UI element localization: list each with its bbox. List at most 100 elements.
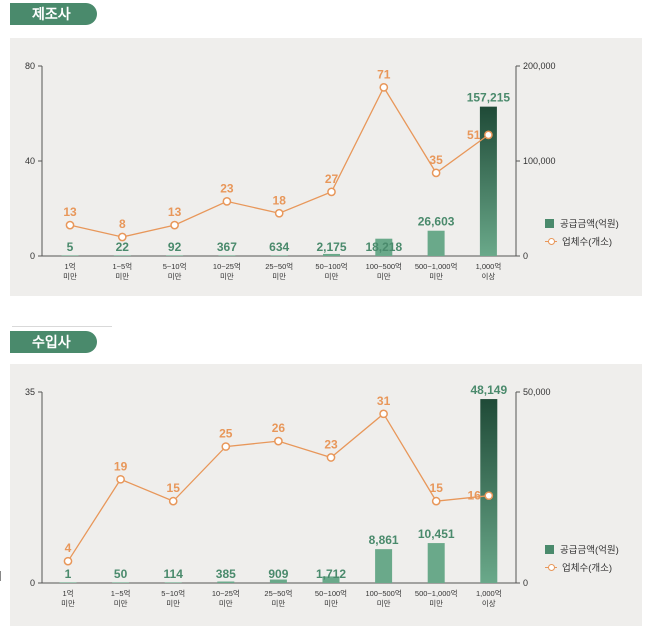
bar-value-label: 8,861 — [369, 533, 399, 547]
bar — [427, 543, 445, 583]
x-tick-label-line: 미만 — [429, 272, 443, 281]
legend-line-swatch — [545, 237, 557, 246]
x-tick-label: 25~50억 미만 — [264, 589, 292, 608]
line-value-label: 13 — [168, 205, 182, 219]
bar — [59, 582, 77, 583]
legend-item-line: 업체수(개소) — [545, 232, 619, 250]
chart-panel-importer: 0 35 0 50,000 1억 미만 1~5억 미만 5~10억 미만 10~25억 미만 25~50… — [10, 364, 642, 626]
x-tick-label-line: 미만 — [114, 599, 128, 608]
x-tick-label-line: 5~10억 — [161, 589, 185, 598]
bar-value-label: 1 — [65, 567, 72, 581]
line-value-label: 15 — [167, 481, 181, 495]
x-tick-label-line: 미만 — [325, 272, 339, 281]
bar — [322, 576, 340, 583]
manufacturer-section: 제조사 0 40 80 0 100,000 200,000 1억 미만 1~5억 미만 5~10억 미… — [0, 0, 650, 300]
x-tick-label-line: 1,000억 — [476, 262, 502, 271]
x-tick-label-line: 100~500억 — [366, 262, 402, 271]
x-tick-label-line: 5~10억 — [163, 262, 187, 271]
x-tick-label: 1,000억 이상 — [476, 262, 502, 281]
line-value-label: 19 — [114, 459, 128, 473]
importer-section: 수입사 0 35 0 50,000 1억 미만 1~5억 미만 5~10억 미만 10~25억 미만 2… — [0, 326, 650, 636]
bar — [375, 238, 393, 256]
x-tick-label-line: 1,000억 — [476, 589, 502, 598]
line-value-label: 35 — [429, 153, 443, 167]
x-tick-label-line: 100~500억 — [365, 589, 401, 598]
section-tag-importer: 수입사 — [10, 331, 97, 353]
x-tick-label-line: 미만 — [272, 272, 286, 281]
x-tick-label: 1,000억 이상 — [476, 589, 502, 608]
bar-value-label: 114 — [164, 567, 184, 581]
legend-bar-swatch — [545, 218, 554, 228]
x-tick-label-line: 1~5억 — [112, 262, 132, 271]
line-value-label: 15 — [430, 481, 444, 495]
bar-value-label: 385 — [216, 567, 236, 581]
bar — [164, 582, 182, 583]
bar-value-label: 92 — [168, 240, 182, 254]
bar — [217, 581, 235, 583]
x-tick-label-line: 미만 — [115, 272, 129, 281]
line-point — [117, 232, 127, 242]
x-tick-label: 100~500억 미만 — [365, 589, 401, 608]
right-tick-label: 0 — [523, 251, 528, 261]
x-tick-label-line: 10~25억 — [213, 262, 241, 271]
x-tick-label: 50~100억 미만 — [315, 262, 347, 281]
x-tick-label: 500~1,000억 미만 — [415, 262, 458, 281]
line-point — [379, 409, 388, 419]
bar — [479, 106, 497, 256]
legend-bar-swatch — [545, 544, 554, 554]
right-tick-label: 0 — [523, 578, 528, 588]
line-point — [484, 491, 494, 501]
x-tick-label: 10~25억 미만 — [212, 589, 240, 608]
x-tick-label-line: 1~5억 — [111, 589, 131, 598]
line-point — [222, 197, 232, 206]
line-value-label: 51 — [467, 128, 481, 142]
right-tick-label: 50,000 — [523, 387, 551, 397]
line-point — [274, 436, 283, 446]
x-tick-label: 25~50억 미만 — [265, 262, 293, 281]
x-tick-label-line: 미만 — [63, 272, 77, 281]
x-tick-label-line: 500~1,000억 — [415, 262, 458, 271]
line-point — [116, 474, 125, 484]
x-tick-label-line: 미만 — [61, 599, 75, 608]
chart-panel-manufacturer: 0 40 80 0 100,000 200,000 1억 미만 1~5억 미만 5~10억 미만 10~… — [10, 38, 642, 296]
line-point — [431, 168, 441, 178]
x-tick-label-line: 미만 — [220, 272, 234, 281]
bar — [480, 399, 498, 583]
bar-value-label: 50 — [114, 567, 128, 581]
line-value-label: 8 — [119, 217, 126, 231]
bar — [323, 253, 340, 256]
line-point — [431, 496, 441, 506]
page-edge-mark — [0, 571, 1, 581]
bar — [166, 255, 184, 256]
x-tick-label-line: 1억 — [64, 262, 75, 271]
bar — [113, 255, 131, 256]
legend-importer: 공급금액(억원) 업체수(개소) — [545, 540, 619, 576]
line-value-label: 71 — [377, 67, 391, 81]
line-point — [221, 442, 231, 451]
line-value-label: 23 — [220, 181, 234, 195]
bar-value-label: 10,451 — [418, 527, 455, 541]
legend-bar-label: 공급금액(억원) — [560, 219, 619, 230]
x-tick-label: 1~5억 미만 — [111, 589, 131, 608]
x-tick-label-line: 500~1,000억 — [415, 589, 458, 598]
line-value-label: 31 — [377, 394, 391, 408]
x-tick-label-line: 미만 — [219, 599, 233, 608]
line-point — [170, 220, 179, 230]
bar — [427, 230, 445, 256]
bar-value-label: 367 — [217, 240, 237, 254]
legend-line-label: 업체수(개소) — [562, 563, 613, 574]
left-tick-label: 40 — [25, 156, 35, 166]
legend-item-bar: 공급금액(억원) — [545, 214, 619, 232]
x-tick-label-line: 미만 — [166, 599, 180, 608]
line-point — [484, 130, 493, 140]
line-value-label: 4 — [65, 541, 72, 555]
legend-manufacturer: 공급금액(억원) 업체수(개소) — [545, 214, 619, 250]
x-tick-label: 1~5억 미만 — [112, 262, 132, 281]
bar — [61, 255, 79, 256]
legend-line-swatch — [545, 563, 557, 572]
line-point — [274, 208, 284, 218]
x-tick-label-line: 이상 — [481, 271, 495, 281]
bar-value-label: 5 — [67, 240, 74, 254]
x-tick-label: 10~25억 미만 — [213, 262, 241, 281]
